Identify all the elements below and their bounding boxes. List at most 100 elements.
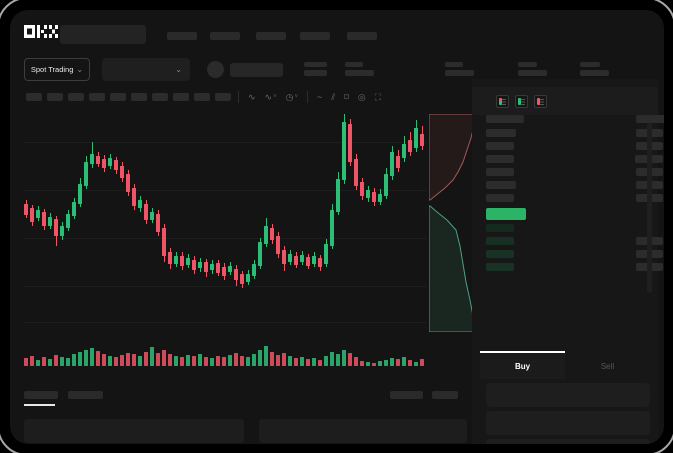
timeframe-button[interactable] (173, 93, 189, 101)
nav-item[interactable] (300, 32, 330, 40)
ticker-stat (445, 62, 474, 76)
okx-logo-glyph (24, 25, 58, 38)
timeframe-button[interactable] (47, 93, 63, 101)
pair-selector[interactable]: ⌄ (102, 58, 190, 81)
timeframe-button[interactable] (152, 93, 168, 101)
ask-row-price (486, 155, 514, 163)
volume-bar (348, 353, 352, 366)
candle (318, 258, 322, 267)
volume-bar (288, 356, 292, 366)
volume-bar (120, 355, 124, 366)
ask-row-price (486, 194, 514, 202)
candle (372, 192, 376, 202)
nav-item[interactable] (167, 32, 197, 40)
spot-trading-dropdown[interactable]: Spot Trading ⌄ (24, 58, 90, 81)
nav-item[interactable] (210, 32, 240, 40)
volume-bar (384, 360, 388, 366)
candlestick-chart[interactable] (24, 114, 426, 332)
chart-settings-icon[interactable]: ◎ (357, 91, 366, 102)
candle (60, 226, 64, 236)
bottom-action-1[interactable] (390, 391, 423, 399)
bottom-tab-history[interactable] (68, 391, 103, 399)
candle (114, 160, 118, 170)
candle (240, 274, 244, 284)
volume-bar (180, 357, 184, 366)
candle (36, 210, 40, 218)
candle (138, 200, 142, 208)
ask-row-price (486, 181, 516, 189)
indicators-menu-icon[interactable]: ∿ ˅ (264, 91, 277, 102)
search-box[interactable] (60, 25, 146, 44)
timeframe-button[interactable] (68, 93, 84, 101)
volume-bar (138, 356, 142, 366)
candle (234, 269, 238, 280)
volume-bar (294, 358, 298, 366)
candle (204, 262, 208, 272)
candle (90, 154, 94, 164)
snapshot-icon[interactable]: ⌑ (344, 91, 349, 102)
volume-bar (270, 352, 274, 366)
candle (132, 188, 136, 206)
price-input[interactable] (486, 383, 650, 407)
volume-bar (102, 354, 106, 366)
candle (66, 214, 70, 228)
timeframe-button[interactable] (110, 93, 126, 101)
volume-bar (330, 352, 334, 366)
candle (222, 267, 226, 276)
candle (282, 250, 286, 264)
bid-row-price (486, 250, 514, 258)
ticker-stat (345, 62, 374, 76)
tab-sell[interactable]: Sell (600, 361, 615, 371)
ask-row-price (486, 142, 514, 150)
total-input[interactable] (486, 439, 650, 444)
gridline (24, 190, 426, 191)
volume-bar (318, 360, 322, 366)
timeframe-button[interactable] (89, 93, 105, 101)
timeframe-button[interactable] (215, 93, 231, 101)
volume-bar (240, 356, 244, 366)
candle (336, 179, 340, 212)
stat-value-placeholder (518, 70, 547, 76)
volume-bar (162, 350, 166, 366)
volume-bar (144, 352, 148, 366)
fullscreen-icon[interactable]: ⛶ (374, 91, 382, 102)
orderbook-view-bids-icon[interactable] (515, 95, 528, 108)
candle (24, 204, 28, 215)
orderbook-scrollbar[interactable] (647, 123, 652, 293)
candle (270, 228, 274, 240)
candle (354, 159, 358, 186)
bottom-action-2[interactable] (432, 391, 458, 399)
candle (294, 256, 298, 265)
orderbook-view-combined-icon[interactable] (496, 95, 509, 108)
amount-input[interactable] (486, 411, 650, 435)
stat-label-placeholder (518, 62, 537, 67)
candle (396, 156, 400, 168)
overlays-menu-icon[interactable]: ◷ ˅ (285, 91, 298, 102)
bid-row-price (486, 237, 514, 245)
candle (324, 244, 328, 264)
orderbook-view-asks-icon[interactable] (534, 95, 547, 108)
nav-item[interactable] (347, 32, 377, 40)
volume-bar (300, 357, 304, 366)
timeframe-button[interactable] (26, 93, 42, 101)
candle (102, 159, 106, 168)
volume-bar (156, 353, 160, 366)
compare-icon[interactable]: ⫽ (331, 91, 336, 102)
timeframe-button[interactable] (194, 93, 210, 101)
bottom-panel-left (24, 419, 244, 443)
timeframe-button[interactable] (131, 93, 147, 101)
candle (210, 264, 214, 270)
trendline-tool-icon[interactable]: ~ (316, 91, 323, 102)
volume-bar (60, 357, 64, 366)
bottom-tab-orders[interactable] (24, 391, 58, 399)
indicators-icon[interactable]: ∿ (248, 91, 256, 102)
candle (150, 212, 154, 220)
nav-item[interactable] (256, 32, 286, 40)
volume-bar (342, 350, 346, 366)
last-price-highlight[interactable] (486, 208, 526, 220)
gridline (24, 238, 426, 239)
volume-bar (372, 363, 376, 366)
candle (216, 263, 220, 273)
tab-buy[interactable]: Buy (480, 351, 565, 379)
